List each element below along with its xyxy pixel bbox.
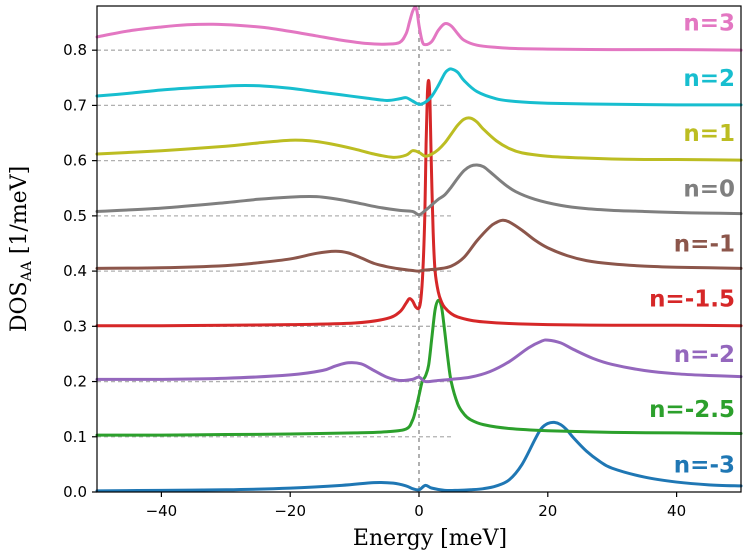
series-label-n=1: n=1 bbox=[683, 121, 735, 147]
y-tick-label: 0.1 bbox=[63, 428, 87, 446]
x-axis-title: Energy [meV] bbox=[353, 526, 507, 551]
series-line-n=-2.5 bbox=[95, 298, 743, 437]
series-line-n=-1.5 bbox=[95, 78, 743, 328]
series-line-n=0 bbox=[95, 163, 743, 217]
series-label-n=-2: n=-2 bbox=[674, 342, 735, 368]
y-tick-label: 0.0 bbox=[63, 483, 87, 501]
series-label-n=0: n=0 bbox=[683, 176, 735, 202]
x-tick-label: 40 bbox=[667, 502, 686, 520]
series-label-n=2: n=2 bbox=[683, 66, 735, 92]
series-label-n=-3: n=-3 bbox=[674, 452, 735, 478]
series-line-n=-1 bbox=[95, 218, 743, 273]
series-line-n=2 bbox=[95, 67, 743, 107]
series-line-n=3 bbox=[95, 5, 743, 52]
series-curves bbox=[95, 5, 743, 493]
y-axis-title-subscript: AA bbox=[19, 260, 35, 282]
x-tick-label: 0 bbox=[414, 502, 424, 520]
y-tick-label: 0.4 bbox=[63, 262, 87, 280]
y-axis-title-unit: [1/meV] bbox=[7, 166, 32, 261]
y-tick-label: 0.5 bbox=[63, 207, 87, 225]
y-axis-title-main: DOS bbox=[7, 281, 32, 332]
series-label-n=-1: n=-1 bbox=[674, 231, 735, 257]
series-line-n=1 bbox=[95, 116, 743, 162]
baseline-grid bbox=[97, 6, 452, 492]
y-tick-label: 0.3 bbox=[63, 317, 87, 335]
x-tick-label: −40 bbox=[146, 502, 178, 520]
axis-ticks: −40 −20 0 20 40 0.0 0.1 0.2 0.3 0.4 0.5 0.6 0.7 0.8 bbox=[63, 41, 686, 520]
y-tick-label: 0.8 bbox=[63, 41, 87, 59]
series-line-n=-2 bbox=[95, 338, 743, 384]
series-labels: n=-3 n=-2.5 n=-2 n=-1.5 n=-1 n=0 n=1 n=2 n=3 bbox=[649, 11, 735, 479]
y-tick-label: 0.2 bbox=[63, 373, 87, 391]
series-line-n=-3 bbox=[95, 420, 743, 493]
y-tick-label: 0.7 bbox=[63, 96, 87, 114]
series-label-n=-2.5: n=-2.5 bbox=[649, 397, 735, 423]
x-tick-label: 20 bbox=[538, 502, 557, 520]
y-axis-title: DOSAA [1/meV] bbox=[7, 166, 35, 332]
series-label-n=-1.5: n=-1.5 bbox=[649, 287, 735, 313]
series-label-n=3: n=3 bbox=[683, 11, 735, 37]
y-tick-label: 0.6 bbox=[63, 152, 87, 170]
x-tick-label: −20 bbox=[274, 502, 306, 520]
